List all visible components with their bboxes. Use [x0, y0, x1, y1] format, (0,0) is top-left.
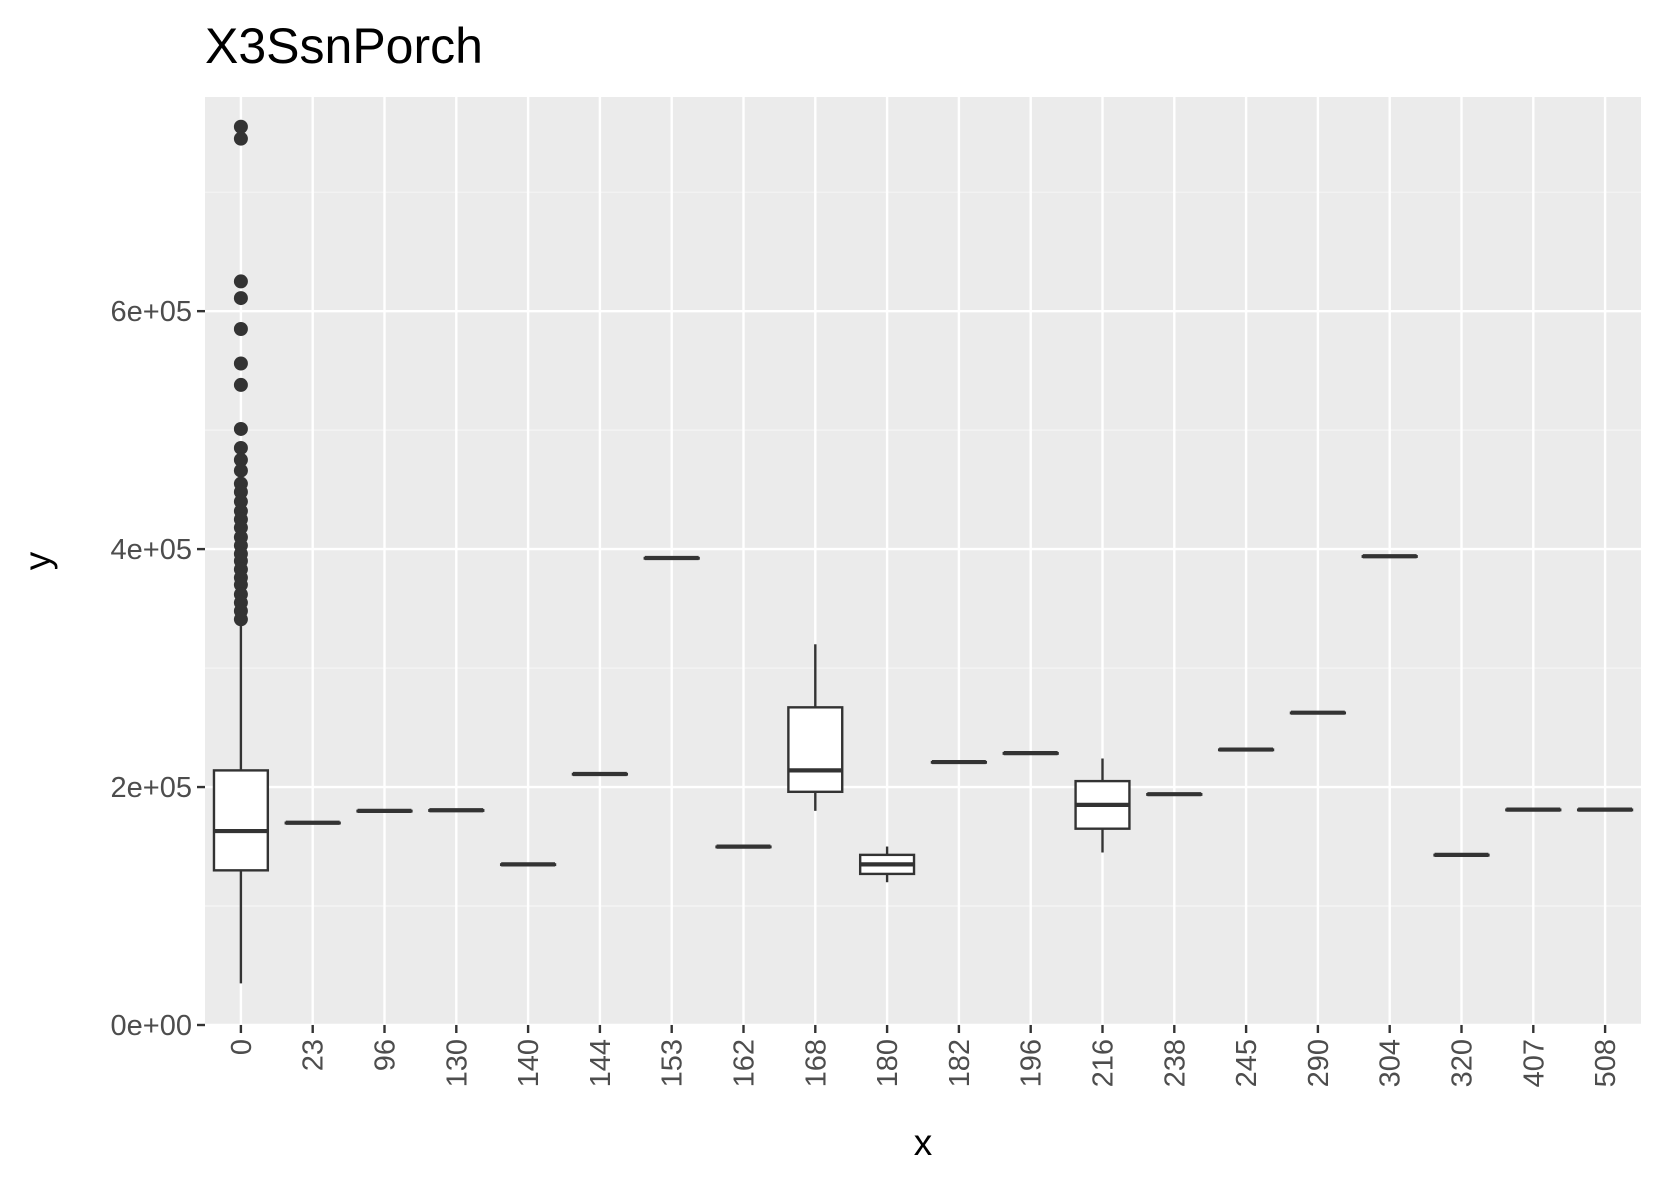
box-group	[499, 862, 557, 867]
x-tick-label: 130	[441, 1039, 473, 1087]
outlier-point	[233, 291, 248, 306]
x-tick-label: 407	[1518, 1039, 1550, 1087]
y-tick-label: 6e+05	[111, 296, 192, 328]
box-group	[715, 844, 772, 849]
box-iqr	[212, 769, 270, 872]
outlier-point	[233, 119, 248, 134]
x-tick-label: 304	[1375, 1039, 1407, 1087]
box-group	[428, 808, 485, 813]
box-group	[571, 771, 629, 777]
outlier-point	[233, 463, 248, 478]
y-tick-label: 0e+00	[111, 1010, 192, 1042]
x-tick-label: 245	[1231, 1039, 1263, 1087]
x-axis: 0 23 96 130 140 144 153 162 168 180 182 196 216 238 24…	[226, 1025, 1622, 1087]
y-tick-label: 4e+05	[111, 534, 192, 566]
box-group	[1289, 710, 1347, 715]
outlier-point	[233, 131, 248, 146]
outlier-point	[233, 440, 248, 455]
box-group	[1074, 758, 1131, 853]
x-tick-label: 320	[1447, 1039, 1479, 1087]
box-group	[284, 820, 341, 825]
box-group	[1217, 747, 1275, 752]
box-group	[930, 759, 988, 765]
x-tick-label: 180	[872, 1039, 904, 1087]
box-group	[1146, 792, 1203, 797]
x-tick-label: 216	[1088, 1039, 1120, 1087]
box-group	[787, 644, 844, 811]
box-group	[1433, 852, 1490, 857]
outlier-point	[233, 377, 248, 392]
x-tick-label: 23	[298, 1039, 330, 1071]
box-group	[1361, 554, 1418, 559]
y-axis-title: y	[17, 551, 58, 570]
outlier-point	[233, 612, 248, 627]
outlier-point	[233, 421, 248, 436]
outlier-point	[233, 322, 248, 336]
x-tick-label: 196	[1016, 1039, 1048, 1087]
x-tick-label: 96	[370, 1039, 402, 1071]
x-tick-label: 144	[585, 1039, 617, 1087]
boxes-layer	[212, 119, 1634, 984]
box-group	[858, 846, 916, 883]
x-tick-label: 162	[729, 1039, 761, 1087]
minor-gridlines	[205, 191, 1641, 907]
x-tick-label: 0	[226, 1039, 258, 1055]
x-tick-label: 238	[1159, 1039, 1191, 1087]
box-group	[1002, 751, 1059, 756]
box-group	[356, 808, 413, 813]
box-group	[643, 555, 700, 561]
chart-title: X3SsnPorch	[205, 18, 483, 74]
outlier-point	[233, 274, 248, 289]
x-tick-label: 290	[1303, 1039, 1335, 1087]
outlier-point	[233, 356, 248, 371]
x-tick-label: 182	[944, 1039, 976, 1087]
plot-panel	[205, 97, 1641, 1025]
box-iqr	[787, 706, 844, 794]
x-axis-title: x	[914, 1122, 933, 1163]
major-gridlines	[205, 97, 1641, 1027]
box-group	[1576, 807, 1634, 812]
box-group	[1505, 807, 1562, 812]
y-tick-label: 2e+05	[111, 772, 192, 804]
x-tick-label: 140	[513, 1039, 545, 1087]
outlier-point	[233, 452, 248, 467]
box-group	[212, 119, 270, 984]
x-tick-label: 168	[800, 1039, 832, 1087]
x-tick-label: 508	[1590, 1039, 1622, 1087]
y-axis: 0e+00 2e+05 4e+05 6e+05	[111, 296, 205, 1042]
x-tick-label: 153	[657, 1039, 689, 1087]
